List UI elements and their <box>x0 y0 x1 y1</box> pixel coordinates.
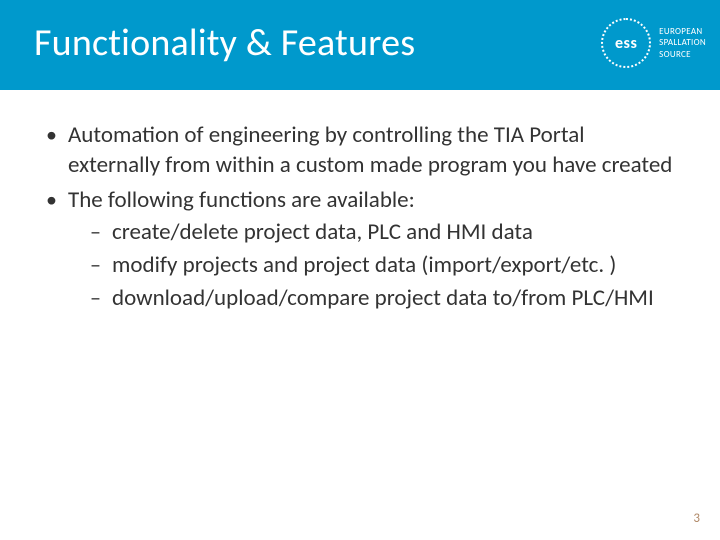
logo-line: SPALLATION <box>659 37 706 48</box>
slide-title: Functionality & Features <box>34 20 415 66</box>
logo-line: EUROPEAN <box>659 26 706 37</box>
logo-text: EUROPEAN SPALLATION SOURCE <box>659 26 706 60</box>
org-logo: ess EUROPEAN SPALLATION SOURCE <box>601 18 706 68</box>
logo-line: SOURCE <box>659 49 706 60</box>
header-band: Functionality & Features ess EUROPEAN SP… <box>0 0 720 90</box>
sub-bullet-item: create/delete project data, PLC and HMI … <box>68 217 674 248</box>
logo-circle-icon: ess <box>601 18 651 68</box>
bullet-list: Automation of engineering by controlling… <box>46 120 674 314</box>
bullet-item: The following functions are available: c… <box>46 185 674 314</box>
bullet-item: Automation of engineering by controlling… <box>46 120 674 181</box>
sub-bullet-list: create/delete project data, PLC and HMI … <box>68 217 674 313</box>
bullet-text: Automation of engineering by controlling… <box>68 121 672 179</box>
page-number: 3 <box>693 511 700 526</box>
sub-bullet-item: modify projects and project data (import… <box>68 250 674 281</box>
slide: { "header": { "title": "Functionality & … <box>0 0 720 540</box>
slide-body: Automation of engineering by controlling… <box>46 120 674 318</box>
bullet-text: The following functions are available: <box>68 186 415 214</box>
sub-bullet-item: download/upload/compare project data to/… <box>68 283 674 314</box>
